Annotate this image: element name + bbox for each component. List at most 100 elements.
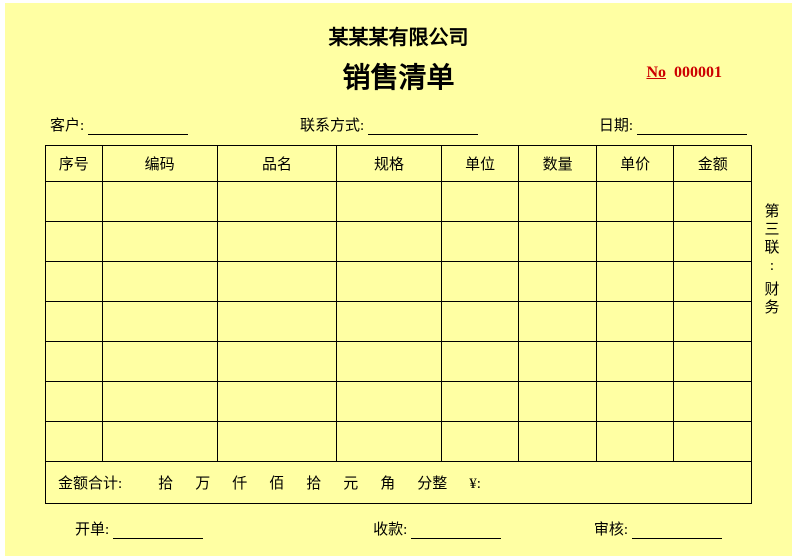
table-cell[interactable] (674, 382, 752, 422)
table-cell[interactable] (674, 342, 752, 382)
table-cell[interactable] (102, 262, 217, 302)
table-cell[interactable] (337, 182, 442, 222)
table-cell[interactable] (674, 302, 752, 342)
table-cell[interactable] (102, 422, 217, 462)
date-label: 日期: (599, 114, 633, 135)
table-cell[interactable] (596, 422, 674, 462)
table-cell[interactable] (217, 342, 336, 382)
table-row (46, 302, 752, 342)
side-label-char: 三 (764, 221, 780, 239)
table-cell[interactable] (674, 222, 752, 262)
table-cell[interactable] (337, 382, 442, 422)
table-cell[interactable] (46, 342, 103, 382)
table-cell[interactable] (441, 382, 519, 422)
contact-field: 联系方式: (300, 114, 560, 135)
table-cell[interactable] (217, 302, 336, 342)
total-label: 金额合计: (58, 472, 122, 493)
table-cell[interactable] (519, 302, 597, 342)
table-cell[interactable] (596, 182, 674, 222)
side-label-char: 财 (764, 281, 780, 299)
table-cell[interactable] (674, 262, 752, 302)
col-header-spec: 规格 (337, 146, 442, 182)
table-cell[interactable] (441, 422, 519, 462)
table-body (46, 182, 752, 462)
total-unit: 元 (343, 472, 358, 493)
table-cell[interactable] (596, 342, 674, 382)
table-cell[interactable] (46, 222, 103, 262)
info-row: 客户: 联系方式: 日期: (45, 114, 752, 135)
table-cell[interactable] (46, 302, 103, 342)
number-value: 000001 (674, 64, 722, 81)
auditor-label: 审核: (594, 518, 628, 539)
table-cell[interactable] (337, 302, 442, 342)
table-row (46, 382, 752, 422)
table-cell[interactable] (217, 222, 336, 262)
table-cell[interactable] (519, 262, 597, 302)
col-header-code: 编码 (102, 146, 217, 182)
table-cell[interactable] (46, 382, 103, 422)
issuer-label: 开单: (75, 518, 109, 539)
total-unit: 拾 (158, 472, 173, 493)
table-cell[interactable] (441, 182, 519, 222)
table-cell[interactable] (337, 262, 442, 302)
table-cell[interactable] (102, 382, 217, 422)
customer-input-line[interactable] (88, 117, 188, 135)
auditor-input-line[interactable] (632, 521, 722, 539)
table-cell[interactable] (102, 222, 217, 262)
table-cell[interactable] (46, 422, 103, 462)
side-label-char: 联 (764, 239, 780, 257)
table-cell[interactable] (596, 222, 674, 262)
table-cell[interactable] (102, 182, 217, 222)
receiver-input-line[interactable] (411, 521, 501, 539)
copy-label: 第三联:财务 (764, 203, 780, 317)
col-header-name: 品名 (217, 146, 336, 182)
date-field: 日期: (599, 114, 747, 135)
table-cell[interactable] (519, 382, 597, 422)
total-unit: 角 (380, 472, 395, 493)
table-cell[interactable] (441, 302, 519, 342)
table-row (46, 262, 752, 302)
table-cell[interactable] (46, 182, 103, 222)
table-cell[interactable] (596, 302, 674, 342)
table-cell[interactable] (337, 342, 442, 382)
date-input-line[interactable] (637, 117, 747, 135)
contact-label: 联系方式: (300, 114, 364, 135)
table-cell[interactable] (217, 262, 336, 302)
col-header-price: 单价 (596, 146, 674, 182)
document-title: 销售清单 (342, 56, 454, 96)
table-cell[interactable] (102, 302, 217, 342)
table-cell[interactable] (337, 222, 442, 262)
total-unit: 佰 (269, 472, 284, 493)
total-unit: 仟 (232, 472, 247, 493)
total-row: 金额合计:拾万仟佰拾元角分整¥: (46, 462, 752, 504)
table-cell[interactable] (217, 382, 336, 422)
table-cell[interactable] (102, 342, 217, 382)
table-cell[interactable] (441, 262, 519, 302)
table-cell[interactable] (337, 422, 442, 462)
table-cell[interactable] (519, 222, 597, 262)
table-cell[interactable] (596, 262, 674, 302)
table-cell[interactable] (441, 342, 519, 382)
table-row (46, 342, 752, 382)
col-header-amount: 金额 (674, 146, 752, 182)
table-cell[interactable] (596, 382, 674, 422)
table-cell[interactable] (519, 182, 597, 222)
contact-input-line[interactable] (368, 117, 478, 135)
table-cell[interactable] (217, 422, 336, 462)
table-cell[interactable] (674, 422, 752, 462)
issuer-input-line[interactable] (113, 521, 203, 539)
document-number: No 000001 (646, 64, 722, 82)
table-cell[interactable] (441, 222, 519, 262)
number-label: No (646, 64, 666, 81)
side-label-char: 第 (764, 203, 780, 221)
table-cell[interactable] (674, 182, 752, 222)
table-cell[interactable] (519, 422, 597, 462)
col-header-unit: 单位 (441, 146, 519, 182)
sales-invoice: 某某某有限公司 销售清单 No 000001 客户: 联系方式: 日期: 序号 (5, 3, 792, 556)
table-cell[interactable] (519, 342, 597, 382)
total-unit: 万 (195, 472, 210, 493)
title-row: 销售清单 No 000001 (45, 56, 752, 96)
auditor-field: 审核: (594, 518, 722, 539)
table-cell[interactable] (46, 262, 103, 302)
table-cell[interactable] (217, 182, 336, 222)
